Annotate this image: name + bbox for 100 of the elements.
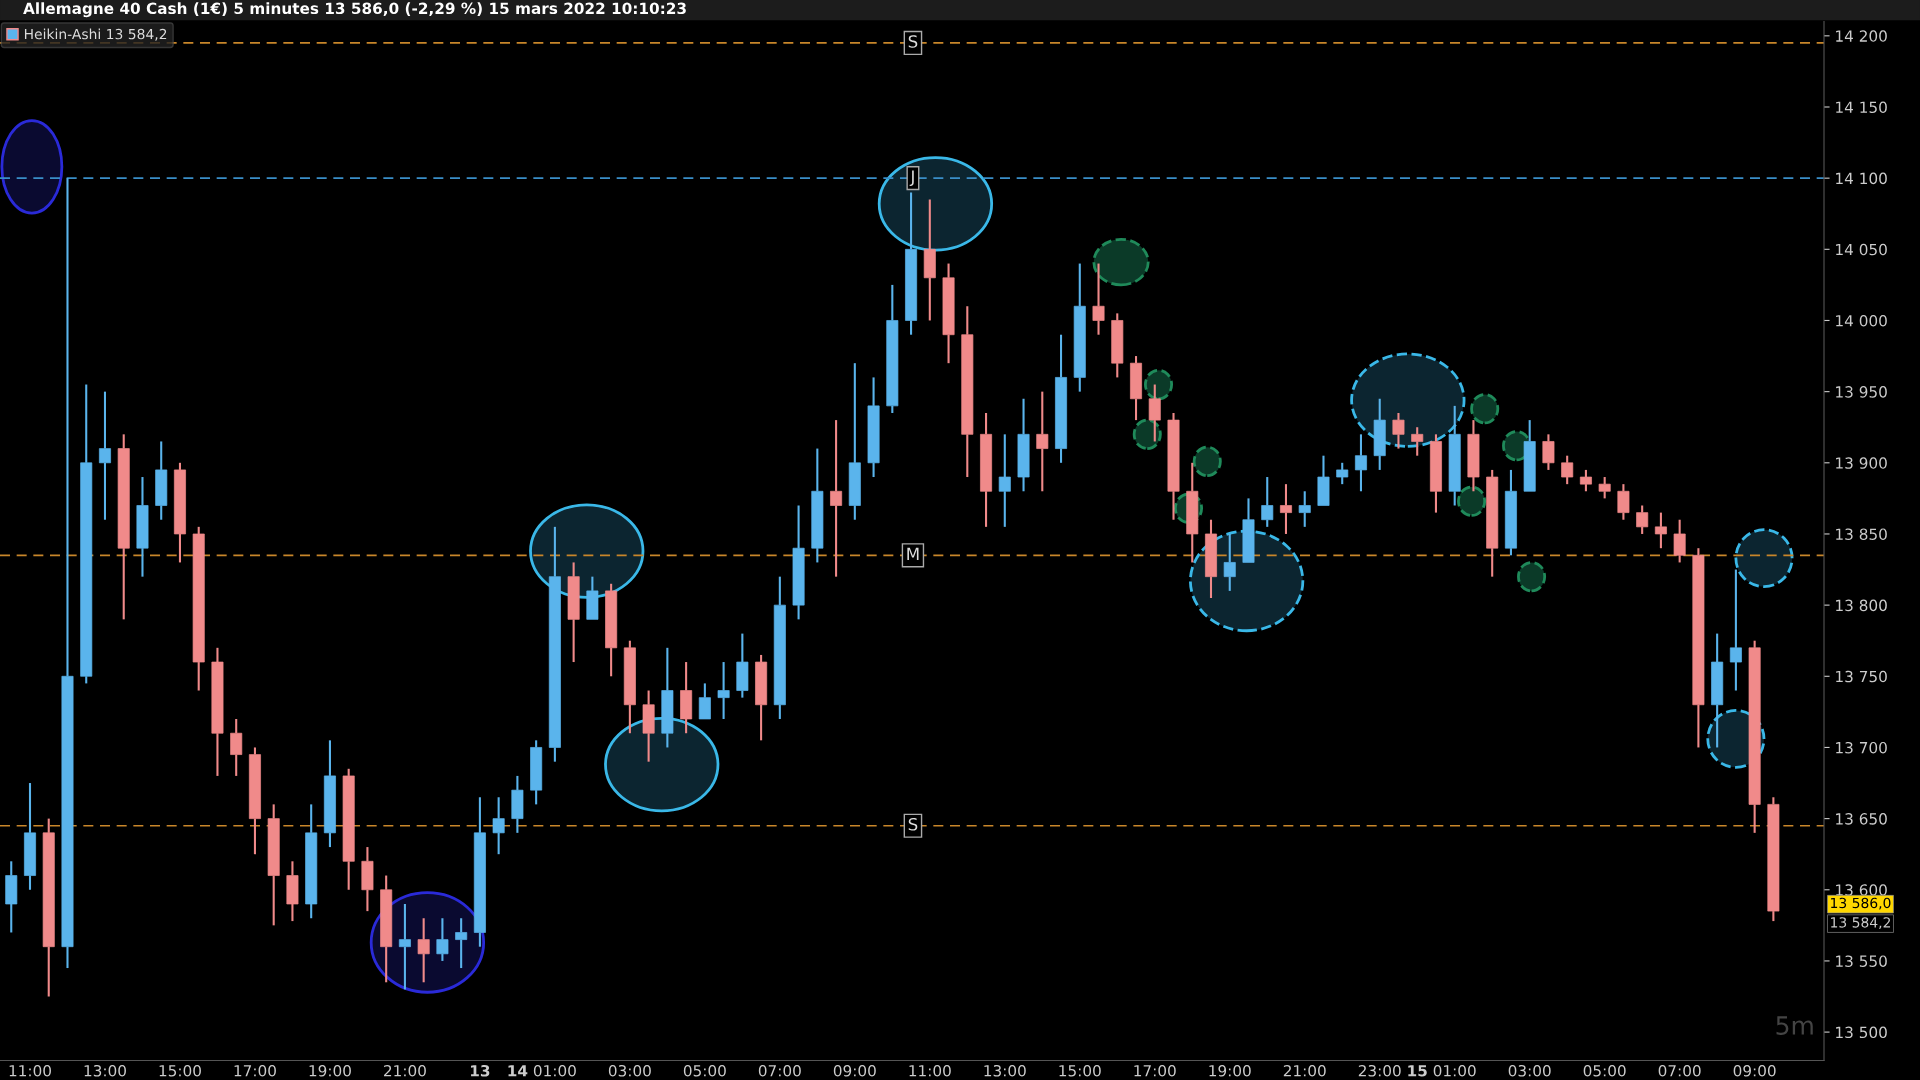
x-tick-label: 01:00 xyxy=(533,1065,576,1077)
candlestick xyxy=(473,796,486,948)
x-tick-label: 03:00 xyxy=(608,1065,651,1077)
candlestick xyxy=(417,917,430,984)
x-tick-label: 09:00 xyxy=(833,1065,876,1077)
candlestick xyxy=(998,433,1011,528)
candlestick xyxy=(1298,490,1311,528)
x-tick-label: 01:00 xyxy=(1433,1065,1476,1077)
x-tick-label: 13:00 xyxy=(984,1065,1026,1077)
candlestick xyxy=(1055,333,1068,464)
x-tick-label: 05:00 xyxy=(683,1065,726,1077)
candlestick xyxy=(1167,411,1180,521)
candlestick xyxy=(398,902,411,991)
y-tick-label: 13 500 xyxy=(1836,1026,1887,1039)
candlestick xyxy=(1711,632,1724,749)
x-tick-label: 17:00 xyxy=(1134,1065,1176,1077)
y-tick-label: 13 550 xyxy=(1836,955,1887,967)
candlestick xyxy=(230,717,243,777)
y-tick-label: 13 900 xyxy=(1836,457,1887,469)
candlestick xyxy=(961,305,974,479)
candlestick xyxy=(773,575,786,721)
candlestick xyxy=(117,433,130,621)
candlestick xyxy=(267,803,280,927)
y-tick-label: 14 150 xyxy=(1836,101,1887,114)
x-tick-label: 15 xyxy=(1408,1065,1427,1077)
candlestick xyxy=(436,917,449,962)
candlestick xyxy=(567,561,580,664)
y-tick-label: 14 200 xyxy=(1836,30,1887,42)
x-tick-label: 13 xyxy=(470,1065,490,1077)
y-tick-label: 13 650 xyxy=(1836,813,1887,825)
candlestick xyxy=(1729,568,1742,692)
candlestick xyxy=(1636,504,1649,535)
ref-line-label: S xyxy=(908,35,918,48)
x-tick-label: 09:00 xyxy=(1733,1065,1776,1077)
x-tick-label: 21:00 xyxy=(1283,1065,1326,1077)
x-tick-label: 05:00 xyxy=(1583,1065,1626,1077)
candlestick xyxy=(980,411,993,528)
candlestick xyxy=(1542,433,1555,471)
candlestick xyxy=(1373,397,1386,471)
x-tick-label: 23:00 xyxy=(1358,1065,1401,1077)
candlestick xyxy=(248,746,261,856)
candlestick xyxy=(1261,475,1274,528)
candlestick xyxy=(61,177,74,970)
candlestick xyxy=(155,440,168,521)
annotation: 5m xyxy=(1776,1016,1813,1035)
candlestick xyxy=(1411,426,1424,457)
candlestick xyxy=(1617,483,1630,521)
text: 13 584,2 xyxy=(1831,917,1891,930)
x-tick-label: 13:00 xyxy=(84,1065,126,1077)
candlestick xyxy=(1130,355,1142,422)
ref-line-label: J xyxy=(909,170,914,187)
x-tick-label: 21:00 xyxy=(384,1065,426,1077)
candlestick xyxy=(1280,483,1292,535)
y-tick-label: 13 600 xyxy=(1836,884,1887,896)
candlestick xyxy=(830,419,843,578)
candlestick xyxy=(5,860,18,934)
candlestick xyxy=(867,376,880,479)
x-tick-label: 14 xyxy=(508,1065,528,1077)
candlestick xyxy=(1355,433,1367,493)
x-tick-label: 11:00 xyxy=(9,1065,51,1077)
y-tick-label: 13 750 xyxy=(1836,670,1887,683)
candlestick xyxy=(455,917,468,970)
x-tick-label: 15:00 xyxy=(1059,1065,1101,1077)
candlestick xyxy=(736,632,749,699)
text: 13 586,0 xyxy=(1831,897,1891,910)
ref-line-label: S xyxy=(908,817,918,831)
candlestick xyxy=(1692,547,1705,749)
candlestick xyxy=(905,191,918,336)
candlestick xyxy=(848,362,861,521)
candlestick xyxy=(323,739,336,849)
candlestick xyxy=(99,390,111,521)
candlestick xyxy=(923,198,936,322)
candlestick xyxy=(548,525,561,763)
x-tick-label: 19:00 xyxy=(1209,1065,1251,1077)
candlestick xyxy=(361,846,374,913)
candlestick xyxy=(1223,532,1236,592)
candlestick xyxy=(1073,262,1086,393)
x-tick-label: 07:00 xyxy=(758,1065,801,1077)
x-tick-label: 07:00 xyxy=(1658,1065,1701,1077)
candlestick xyxy=(136,475,149,578)
candlestick xyxy=(1392,411,1405,450)
x-tick-label: 19:00 xyxy=(309,1065,351,1077)
y-tick-label: 14 050 xyxy=(1836,243,1887,256)
x-tick-label: 17:00 xyxy=(234,1065,276,1077)
legend-title: Heikin-Ashi 13 584,2 xyxy=(24,28,167,41)
candlestick xyxy=(1092,262,1105,336)
candlestick xyxy=(1186,461,1199,564)
candlestick xyxy=(492,796,505,856)
candlestick xyxy=(1036,390,1049,493)
x-tick-label: 15:00 xyxy=(159,1065,201,1077)
y-tick-label: 13 850 xyxy=(1836,528,1887,540)
y-tick-label: 14 100 xyxy=(1836,172,1887,185)
y-tick-label: 13 950 xyxy=(1836,386,1887,398)
x-tick-label: 11:00 xyxy=(909,1065,951,1077)
candlestick xyxy=(717,661,730,721)
ref-line-label: M xyxy=(907,547,919,560)
y-tick-label: 13 700 xyxy=(1836,741,1887,754)
chart-title: Allemagne 40 Cash (1€) 5 minutes 13 586,0 (-2,29 %) 15 mars 2022 10:10:23 xyxy=(23,2,686,18)
x-tick-label: 03:00 xyxy=(1508,1065,1551,1077)
y-tick-label: 14 000 xyxy=(1836,314,1887,327)
